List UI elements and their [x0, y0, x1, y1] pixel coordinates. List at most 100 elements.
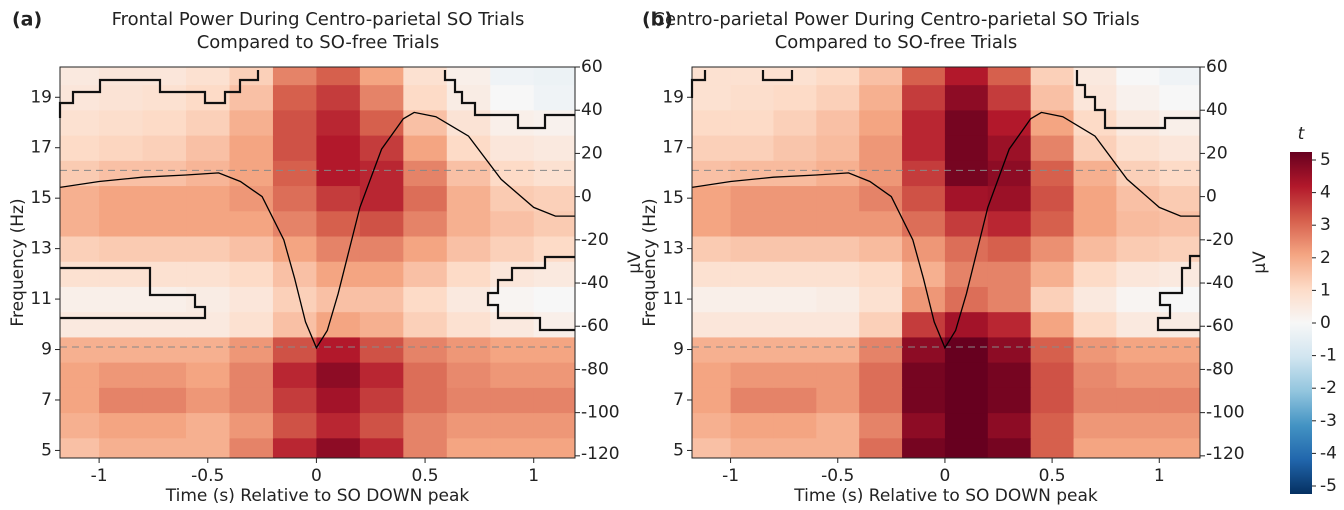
colorbar-tick-label: 4 [1320, 183, 1331, 203]
heatmap-cell [859, 135, 903, 161]
heatmap-cell [272, 67, 317, 86]
heatmap-cell [142, 160, 187, 187]
heatmap-cell [446, 236, 491, 262]
y-tick-label: 19 [662, 87, 684, 107]
heatmap-cell [60, 236, 100, 262]
heatmap-cell [186, 336, 230, 363]
heatmap-cell [730, 336, 774, 363]
heatmap-cell [316, 437, 361, 458]
heatmap-cell [859, 236, 903, 262]
heatmap-cell [446, 362, 491, 388]
y2-tick-label: -20 [581, 230, 609, 250]
heatmap-cell [773, 160, 817, 187]
heatmap-cell [490, 160, 535, 187]
heatmap-cell [987, 185, 1032, 212]
heatmap-cell [730, 311, 774, 338]
heatmap-cell [1030, 109, 1075, 136]
heatmap-cell [859, 362, 903, 388]
colorbar-tick-label: 5 [1320, 150, 1331, 170]
heatmap-cell [99, 109, 144, 136]
colorbar-tick-label: 3 [1320, 215, 1331, 235]
heatmap-cell [272, 437, 317, 458]
heatmap-cell [490, 311, 535, 338]
heatmap-cell [142, 109, 187, 136]
heatmap-cell [1116, 437, 1160, 458]
heatmap-cell [1116, 210, 1160, 237]
heatmap-cell [730, 185, 774, 212]
heatmap-cell [186, 362, 230, 388]
heatmap-cell [816, 67, 860, 86]
heatmap-cell [1030, 387, 1075, 414]
heatmap-cell [446, 286, 491, 313]
heatmap-cell [446, 160, 491, 187]
y-tick-label: 7 [673, 390, 684, 410]
heatmap-cell [1073, 261, 1117, 287]
y-tick-label: 19 [30, 87, 52, 107]
heatmap-cell [773, 109, 817, 136]
heatmap-cell [1159, 135, 1200, 161]
heatmap-cell [272, 84, 317, 111]
heatmap-cell [859, 160, 903, 187]
heatmap-cell [446, 185, 491, 212]
heatmap-cell [403, 67, 448, 86]
heatmap-cell [359, 336, 404, 363]
heatmap-cell [944, 437, 989, 458]
heatmap-cell [316, 185, 361, 212]
heatmap-cell [1116, 412, 1160, 439]
plot-frame [691, 66, 1201, 459]
heatmap-cell [859, 67, 903, 86]
heatmap-cell [944, 336, 989, 363]
heatmap-cell [773, 412, 817, 439]
colorbar-tick-label: -4 [1320, 443, 1337, 463]
heatmap-cell [60, 387, 100, 414]
heatmap-cell [987, 261, 1032, 287]
heatmap-cell [142, 210, 187, 237]
heatmap-cell [859, 412, 903, 439]
heatmap-cell [1073, 185, 1117, 212]
heatmap-cell [1116, 236, 1160, 262]
heatmap-cell [99, 286, 144, 313]
heatmap-cell [816, 236, 860, 262]
x-axis-label: Time (s) Relative to SO DOWN peak [165, 486, 470, 506]
colorbar-scale [1290, 152, 1312, 494]
heatmap-cell [902, 387, 946, 414]
panel-label: (b) [642, 9, 673, 31]
contour [60, 266, 207, 320]
x-tick-label: -0.5 [191, 466, 224, 486]
heatmap-cell [1030, 236, 1075, 262]
x-axis-label: Time (s) Relative to SO DOWN peak [793, 486, 1098, 506]
heatmap-cell [403, 84, 448, 111]
y-tick-label: 9 [41, 340, 52, 360]
heatmap-cell [446, 67, 491, 86]
heatmap-cell [99, 311, 144, 338]
heatmap-cell [1073, 210, 1117, 237]
heatmap-cell [816, 210, 860, 237]
heatmap-cell [60, 109, 100, 136]
heatmap-cell [186, 135, 230, 161]
heatmap-cell [229, 261, 274, 287]
y2-tick-label: -40 [1206, 273, 1234, 293]
heatmap-cell [692, 84, 732, 111]
heatmap-cell [490, 412, 535, 439]
heatmap-cell [1116, 84, 1160, 111]
heatmap-cell [229, 311, 274, 338]
significance-contours [58, 70, 1200, 332]
heatmap-cell [359, 311, 404, 338]
heatmap-cell [816, 185, 860, 212]
heatmap-cell [229, 84, 274, 111]
y2-tick-label: -100 [1206, 403, 1245, 423]
heatmap-cell [692, 311, 732, 338]
heatmap-cell [99, 362, 144, 388]
y-tick-label: 7 [41, 390, 52, 410]
y2-axis-label: µV [1250, 251, 1270, 274]
y-tick-label: 5 [673, 440, 684, 460]
heatmap-cell [229, 160, 274, 187]
y2-tick-label: 60 [581, 57, 603, 77]
heatmap-cell [316, 387, 361, 414]
heatmap-cell [60, 210, 100, 237]
heatmap-cell [99, 67, 144, 86]
heatmap-cell [1159, 261, 1200, 287]
heatmap-cell [692, 336, 732, 363]
heatmap-cell [1073, 160, 1117, 187]
heatmap-cell [773, 311, 817, 338]
